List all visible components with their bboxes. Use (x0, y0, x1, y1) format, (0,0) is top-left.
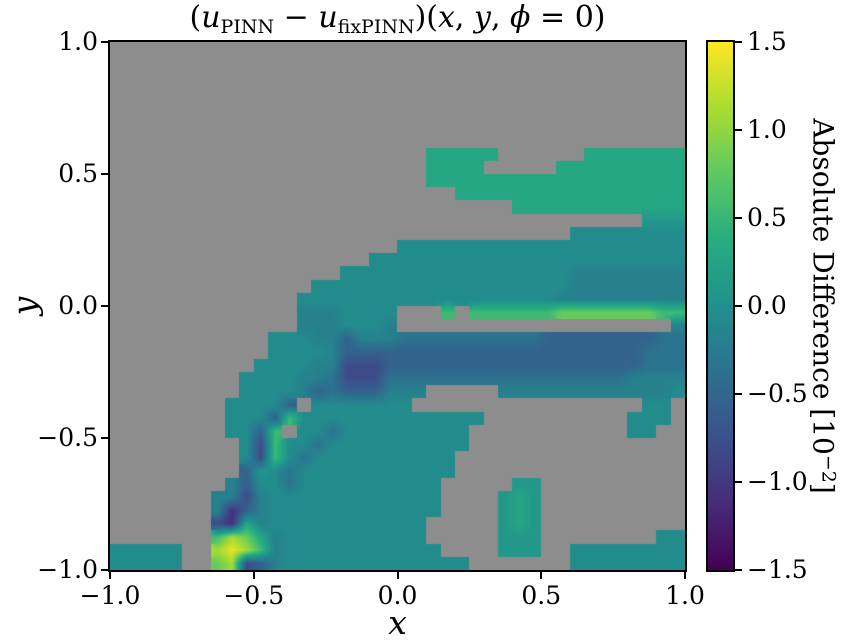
x-tick-label: −0.5 (223, 581, 285, 610)
y-tick-label: 0.0 (58, 291, 98, 320)
colorbar-tick-mark (735, 569, 742, 571)
title-var-phi: ϕ (510, 0, 531, 35)
colorbar-label: Absolute Difference [10−2] (807, 118, 840, 494)
colorbar-tick-label: 1.0 (747, 115, 787, 144)
y-tick-mark (101, 569, 108, 571)
title-fragment: = 0) (530, 0, 606, 35)
colorbar-label-exponent: −2 (817, 454, 840, 483)
title-sub-fixpinn: fixPINN (337, 16, 415, 38)
colorbar-tick-mark (735, 217, 742, 219)
x-axis-label: x (388, 603, 407, 642)
x-tick-mark (684, 572, 686, 579)
colorbar-tick-mark (735, 481, 742, 483)
colorbar-tick-mark (735, 41, 742, 43)
title-fragment: )( (414, 0, 438, 35)
colorbar-label-bracket: ] (806, 482, 840, 494)
title-sub-pinn: PINN (220, 16, 275, 38)
colorbar-tick-mark (735, 305, 742, 307)
colorbar-tick-label: −1.0 (747, 467, 808, 496)
y-tick-mark (101, 173, 108, 175)
y-tick-label: −0.5 (37, 423, 98, 452)
x-tick-label: 0.0 (377, 581, 418, 610)
heatmap-plot-area (108, 40, 687, 572)
x-tick-mark (252, 572, 255, 579)
colorbar (706, 40, 735, 572)
title-minus: − (274, 0, 319, 35)
x-tick-label: 0.5 (521, 581, 562, 610)
title-var-x: x (438, 0, 455, 35)
title-fragment: , (454, 0, 474, 35)
title-fragment: , (490, 0, 511, 35)
title-var-u-fixpinn: u (318, 0, 338, 35)
colorbar-label-text: Absolute Difference [10 (806, 118, 840, 455)
y-tick-mark (101, 41, 108, 43)
y-tick-label: 0.5 (58, 159, 98, 188)
colorbar-tick-label: −0.5 (747, 379, 808, 408)
colorbar-tick-mark (735, 393, 742, 395)
y-tick-mark (101, 305, 108, 307)
x-tick-mark (109, 572, 111, 579)
x-tick-mark (540, 572, 543, 579)
y-tick-mark (101, 437, 108, 439)
x-tick-mark (396, 572, 399, 579)
title-fragment: ( (189, 0, 202, 35)
colorbar-tick-label: −1.5 (747, 555, 808, 584)
y-tick-label: 1.0 (58, 27, 98, 56)
title-var-y: y (474, 0, 491, 35)
x-tick-label: 1.0 (665, 581, 705, 610)
colorbar-tick-label: 0.5 (747, 203, 787, 232)
y-tick-label: −1.0 (37, 555, 98, 584)
colorbar-tick-mark (735, 129, 742, 131)
plot-title: (uPINN − ufixPINN)(x, y, ϕ = 0) (110, 0, 685, 38)
x-tick-label: −1.0 (79, 581, 141, 610)
title-var-u-pinn: u (201, 0, 221, 35)
colorbar-tick-label: 1.5 (747, 27, 787, 56)
colorbar-tick-label: 0.0 (747, 291, 787, 320)
